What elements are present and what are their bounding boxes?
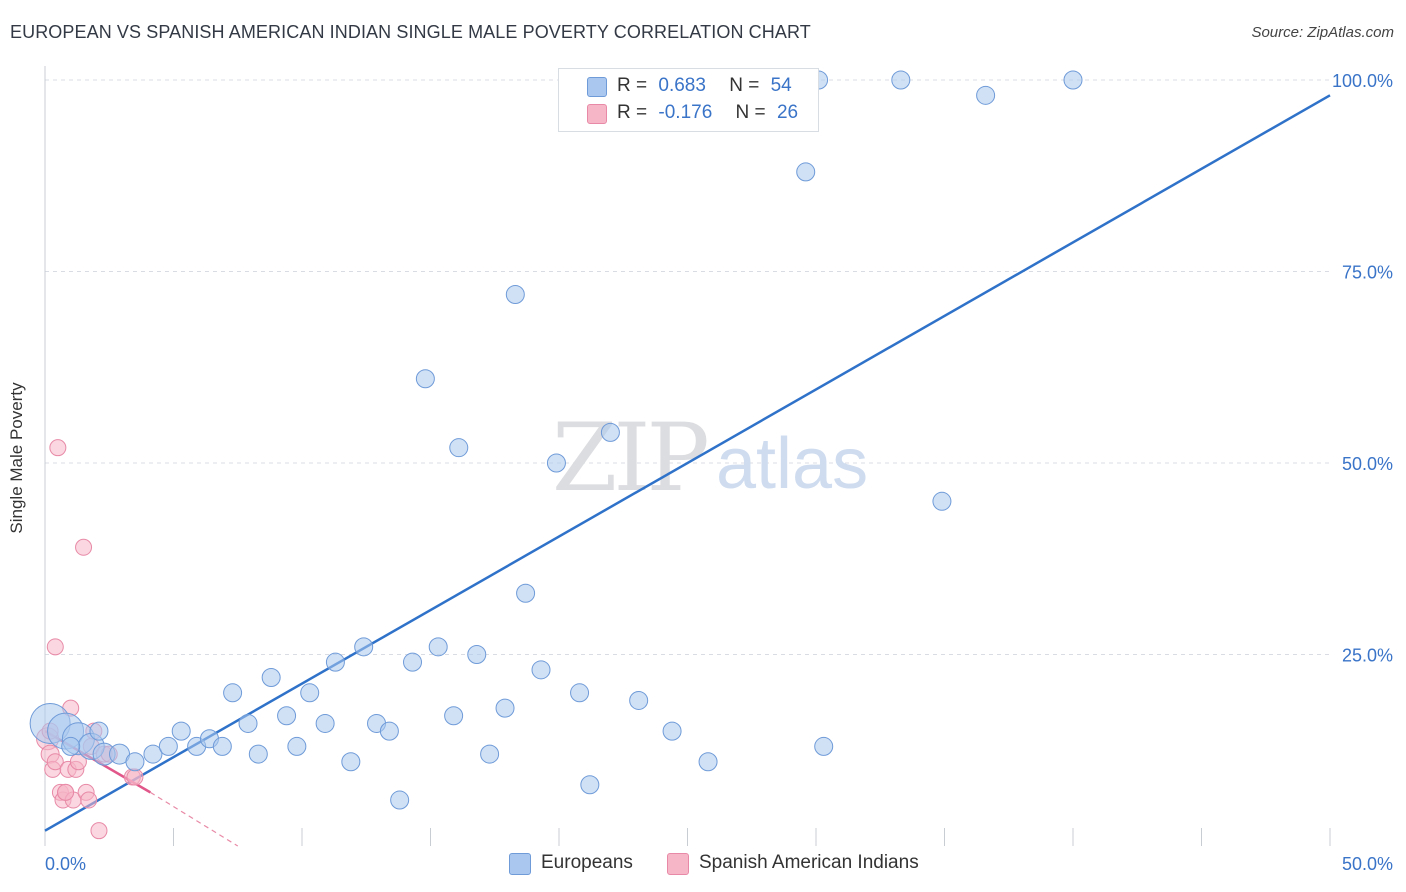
watermark-atlas: atlas bbox=[716, 424, 868, 504]
europeans-point bbox=[89, 721, 109, 741]
europeans-point bbox=[600, 422, 620, 442]
spanish-n-label: N = bbox=[735, 102, 766, 123]
europeans-point bbox=[698, 752, 718, 772]
europeans-point bbox=[248, 744, 268, 764]
spanish-point bbox=[90, 822, 108, 840]
y-axis-label: Single Male Poverty bbox=[7, 382, 26, 534]
europeans-point bbox=[354, 637, 374, 657]
europeans-point bbox=[223, 683, 243, 703]
europeans-point bbox=[390, 790, 410, 810]
europeans-point bbox=[629, 690, 649, 710]
europeans-point bbox=[546, 453, 566, 473]
y-tick-label: 50.0% bbox=[1342, 454, 1393, 474]
europeans-swatch bbox=[587, 77, 607, 97]
watermark: ZIP atlas bbox=[552, 404, 868, 513]
europeans-r-label: R = bbox=[617, 75, 648, 96]
europeans-point bbox=[428, 637, 448, 657]
spanish-r-value: -0.176 bbox=[658, 102, 713, 123]
spanish-r-label: R = bbox=[617, 102, 648, 123]
spanish-n-value: 26 bbox=[776, 102, 799, 123]
source-credit: Source: ZipAtlas.com bbox=[1251, 24, 1394, 41]
europeans-point bbox=[415, 369, 435, 389]
europeans-point bbox=[444, 706, 464, 726]
europeans-point bbox=[212, 736, 232, 756]
spanish-point bbox=[46, 638, 64, 656]
europeans-point bbox=[480, 744, 500, 764]
europeans-r-value: 0.683 bbox=[658, 75, 706, 96]
europeans-point bbox=[976, 85, 996, 105]
spanish-point bbox=[80, 791, 98, 809]
tick-labels: 25.0% 50.0% 75.0% 100.0% 0.0% 50.0% bbox=[45, 71, 1393, 874]
europeans-point bbox=[531, 660, 551, 680]
x-tick-label: 50.0% bbox=[1342, 854, 1393, 874]
europeans-n-value: 54 bbox=[770, 75, 792, 96]
europeans-point bbox=[125, 752, 145, 772]
europeans-point bbox=[467, 645, 487, 664]
europeans-point bbox=[379, 721, 399, 741]
spanish-point bbox=[46, 753, 64, 771]
europeans-point bbox=[891, 70, 911, 90]
europeans-legend-label: Europeans bbox=[541, 852, 633, 873]
europeans-trend-line bbox=[44, 94, 1331, 832]
europeans-point bbox=[300, 683, 320, 703]
europeans-point bbox=[814, 736, 834, 756]
spanish-point bbox=[57, 783, 75, 801]
europeans-point bbox=[143, 744, 163, 764]
europeans-point bbox=[796, 162, 816, 182]
y-tick-label: 25.0% bbox=[1342, 646, 1393, 666]
europeans-n-label: N = bbox=[729, 75, 760, 96]
spanish-swatch bbox=[587, 104, 607, 124]
spanish-point bbox=[49, 439, 67, 457]
spanish-point bbox=[126, 768, 144, 786]
europeans-point bbox=[932, 491, 952, 511]
europeans-legend-swatch bbox=[509, 853, 531, 875]
europeans-point bbox=[570, 683, 590, 703]
x-tick-label: 0.0% bbox=[45, 854, 86, 874]
chart-title: EUROPEAN VS SPANISH AMERICAN INDIAN SING… bbox=[10, 22, 811, 42]
europeans-point bbox=[171, 721, 191, 741]
europeans-point bbox=[158, 736, 178, 756]
europeans-point bbox=[449, 438, 469, 458]
europeans-point bbox=[403, 652, 423, 672]
correlation-legend: R = 0.683 N = 54 R = -0.176 N = 26 bbox=[558, 68, 819, 132]
europeans-point bbox=[662, 721, 682, 741]
europeans-point bbox=[580, 775, 600, 795]
europeans-point bbox=[495, 698, 515, 718]
europeans-point bbox=[61, 736, 81, 756]
europeans-point bbox=[505, 284, 525, 304]
spanish-legend-swatch bbox=[667, 853, 689, 875]
y-tick-label: 100.0% bbox=[1332, 71, 1393, 91]
europeans-point bbox=[1063, 70, 1083, 90]
spanish-points bbox=[36, 439, 144, 840]
y-tick-label: 75.0% bbox=[1342, 263, 1393, 283]
europeans-point bbox=[238, 713, 258, 733]
spanish-point bbox=[75, 538, 93, 556]
europeans-point bbox=[277, 706, 297, 726]
europeans-point bbox=[325, 652, 345, 672]
spanish-legend-label: Spanish American Indians bbox=[699, 852, 919, 873]
europeans-point bbox=[516, 583, 536, 603]
europeans-points bbox=[29, 70, 1083, 810]
europeans-point bbox=[261, 667, 281, 687]
spanish-trend-extension bbox=[150, 791, 239, 847]
europeans-point bbox=[287, 736, 307, 756]
grid-lines bbox=[45, 79, 1330, 655]
europeans-point bbox=[341, 752, 361, 772]
europeans-point bbox=[315, 713, 335, 733]
